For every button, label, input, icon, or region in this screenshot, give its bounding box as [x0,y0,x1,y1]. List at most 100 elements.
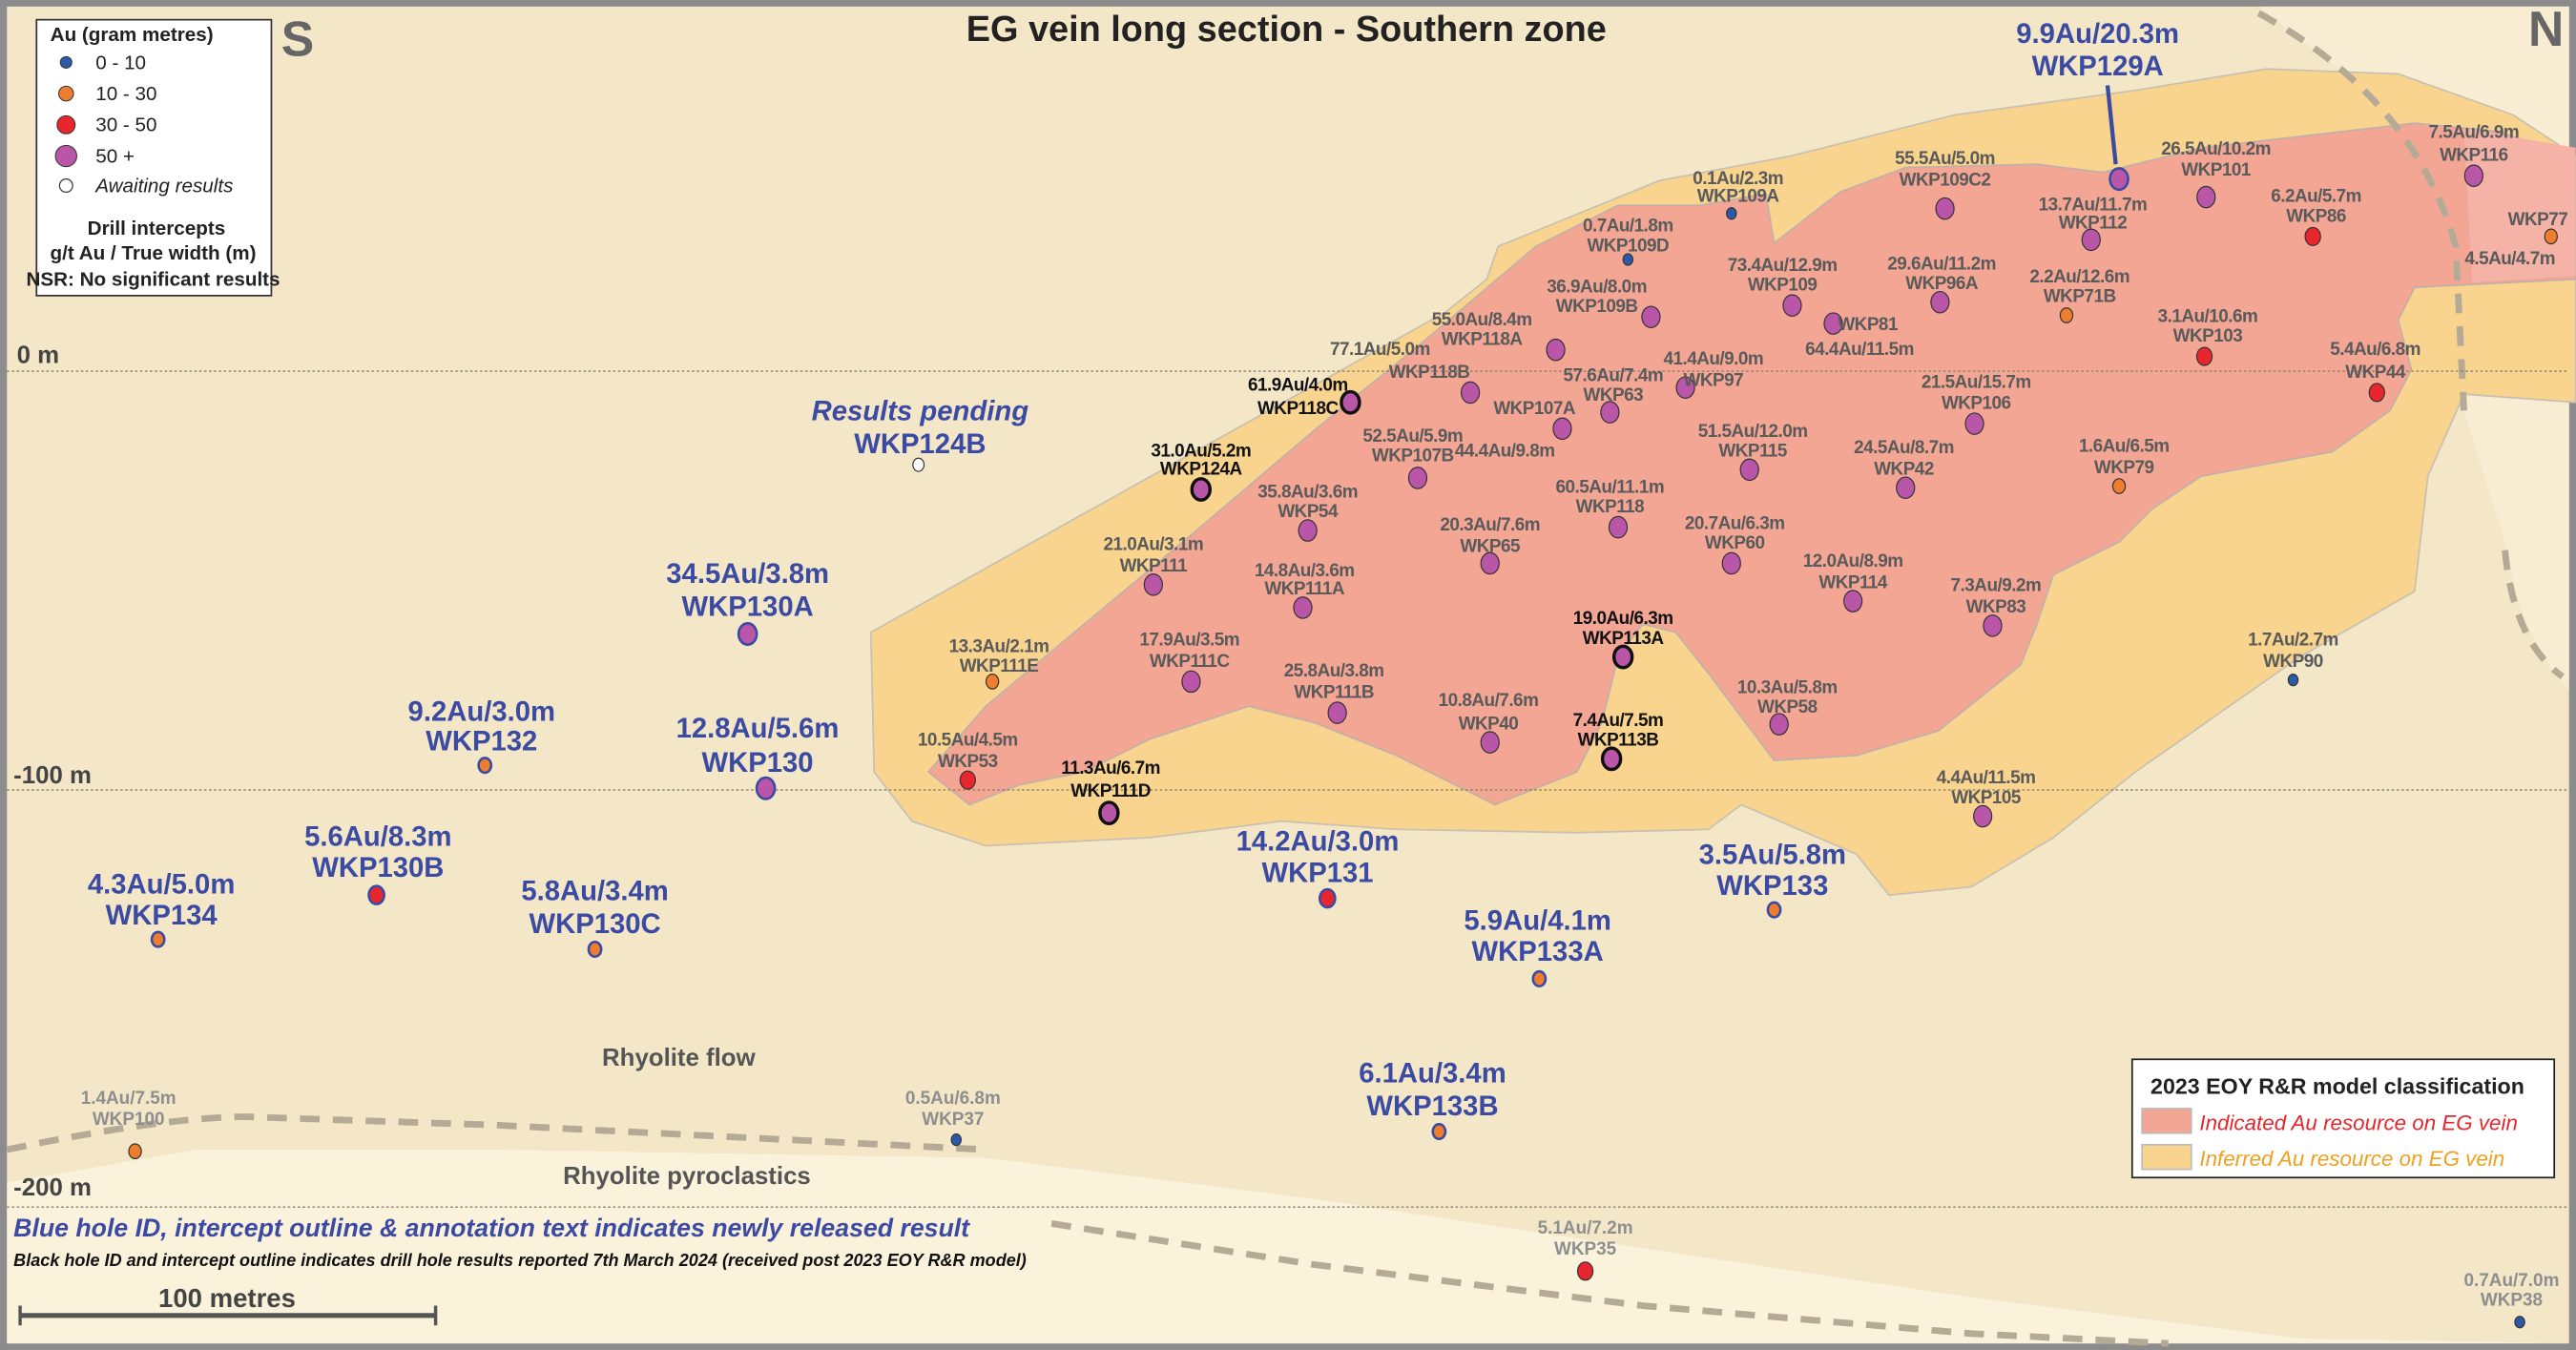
hole-marker [1983,614,2003,637]
hole-id: WKP90 [2263,652,2323,672]
leader-line [2105,85,2118,165]
drill-hole-wkp118c: 61.9Au/4.0m WKP118C [1248,376,1361,419]
drill-hole-wkp77: 4.5Au/4.7m WKP77 [2464,210,2567,269]
intercept-value: 0.5Au/6.8m [905,1089,1001,1109]
hole-marker [2081,228,2101,252]
legend-swatch-0-10 [59,55,73,69]
hole-id: WKP37 [922,1110,984,1130]
hole-id: WKP111B [1294,683,1374,703]
intercept-value: 5.4Au/6.8m [2330,340,2420,360]
hole-id: WKP109 [1748,276,1818,296]
elevation-label-100: -100 m [13,762,92,789]
hole-id: WKP111 [1120,556,1188,576]
hole-marker [1739,458,1759,482]
intercept-value: 64.4Au/11.5m [1805,340,1914,360]
intercept-value: 12.8Au/5.6m [676,714,840,744]
hole-marker [1611,644,1634,670]
intercept-value: 10.5Au/4.5m [918,731,1018,751]
hole-marker [587,940,603,959]
rhyolite-contact [6,1113,987,1153]
intercept-value: 11.3Au/6.7m [1061,758,1160,779]
model-legend-box [2130,1058,2556,1179]
elevation-label-200: -200 m [13,1174,92,1201]
hole-id: WKP133B [1366,1091,1498,1122]
hole-marker [1964,412,1984,435]
hole-marker [1098,800,1120,826]
hole-marker [1531,969,1548,987]
hole-marker [1552,417,1572,441]
hole-id: WKP58 [1757,697,1818,717]
intercept-value: 31.0Au/5.2m [1151,442,1251,462]
intercept-value: 36.9Au/8.0m [1547,277,1647,297]
intercept-value: 14.2Au/3.0m [1236,827,1400,858]
hole-id: WKP129A [2032,52,2164,82]
legend-label-0-10: 0 - 10 [95,52,146,73]
hole-id: WKP81 [1838,315,1898,335]
hole-id: WKP35 [1554,1239,1616,1259]
hole-id: WKP53 [938,752,998,772]
hole-id: WKP130C [529,909,660,940]
south-label: S [281,11,314,67]
drill-hole-wkp116: 7.5Au/6.9m WKP116 [2428,123,2520,187]
legend-label-50-plus: 50 + [95,145,135,167]
intercept-value: 4.5Au/4.7m [2464,249,2555,269]
elevation-lines [7,370,2569,1208]
hole-id: WKP109B [1556,297,1638,317]
fault-line-north-lower [2502,550,2565,679]
hole-id: WKP105 [1951,788,2021,808]
intercept-value: 44.4Au/9.8m [1455,442,1555,462]
intercept-value: 57.6Au/7.4m [1563,365,1663,385]
intercept-value: 10.8Au/7.6m [1439,691,1539,711]
hole-id: WKP111D [1070,781,1151,801]
hole-marker [1622,253,1634,266]
hole-marker [1143,573,1163,596]
hole-marker [1480,551,1500,575]
hole-marker [950,1133,962,1147]
hole-id: WKP130A [682,592,814,623]
intercept-value: 55.0Au/8.4m [1432,310,1532,330]
intercept-value: 26.5Au/10.2m [2161,139,2271,159]
intercept-value: 13.3Au/2.1m [949,636,1049,656]
intercept-value: 25.8Au/3.8m [1284,661,1384,681]
hole-id: WKP130 [701,748,813,779]
intercept-value: 13.7Au/11.7m [2039,195,2148,215]
intercept-value: 9.9Au/20.3m [2016,19,2179,50]
au-legend-title: Au (gram metres) [51,24,214,46]
hole-id: WKP109A [1697,187,1780,207]
scale-bar-label: 100 metres [158,1283,296,1313]
model-legend-title: 2023 EOY R&R model classification [2150,1073,2524,1098]
hole-marker [1766,901,1782,919]
intercept-value: 5.8Au/3.4m [521,876,668,906]
hole-marker [1721,551,1741,575]
rock-unit-rhyolite-flow: Rhyolite flow [602,1045,757,1071]
hole-marker [1546,338,1566,362]
intercept-value: 5.1Au/7.2m [1538,1218,1633,1238]
intercept-value: 34.5Au/3.8m [666,559,829,590]
au-legend: Au (gram metres) 0 - 10 10 - 30 30 - 50 … [26,18,280,297]
indicated-label: Indicated Au resource on EG vein [2199,1111,2518,1134]
model-legend: 2023 EOY R&R model classification Indica… [2130,1058,2556,1179]
hole-marker [128,1143,142,1160]
hole-marker [2111,478,2127,494]
drill-hole-wkp118b: 77.1Au/5.0m WKP118B [1330,340,1481,405]
intercept-value: 7.5Au/6.9m [2428,123,2519,143]
